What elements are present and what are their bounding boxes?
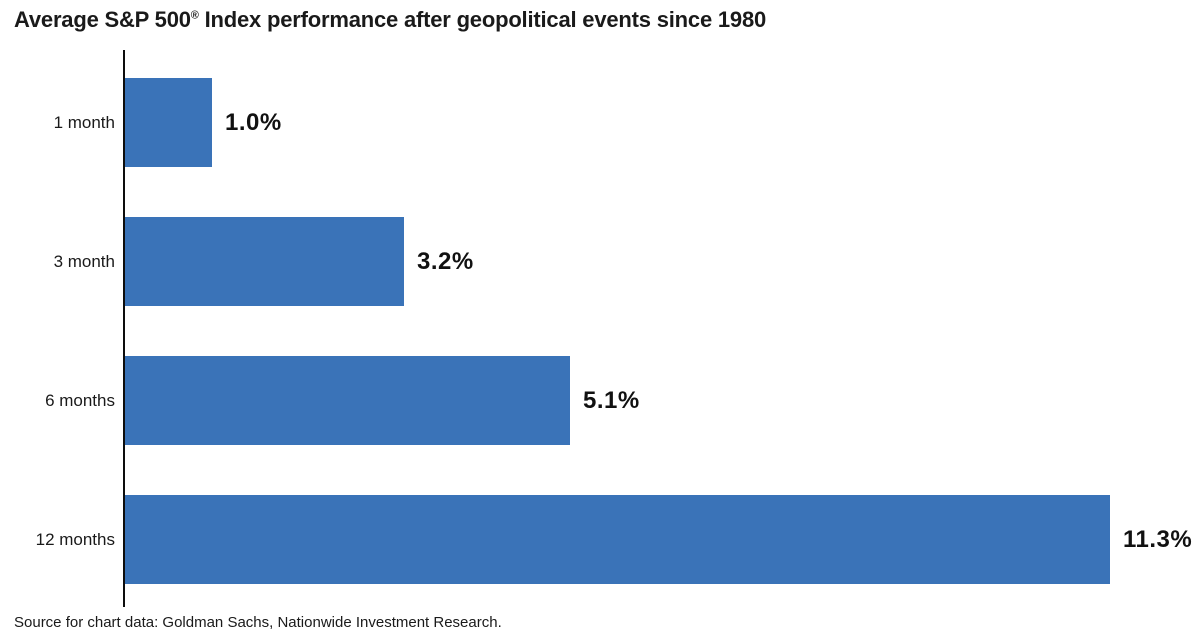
value-label-3-month: 3.2%	[417, 247, 474, 275]
chart-title-text-rest: Index performance after geopolitical eve…	[198, 7, 767, 32]
bar-3-month	[125, 217, 404, 306]
bar-row-3-month: 3 month 3.2%	[0, 192, 1200, 331]
bar-6-months	[125, 356, 570, 445]
bar-chart: 1 month 1.0% 3 month 3.2% 6 months 5.1% …	[0, 50, 1200, 607]
bar-12-months	[125, 495, 1110, 584]
bar-row-1-month: 1 month 1.0%	[0, 53, 1200, 192]
bar-rows: 1 month 1.0% 3 month 3.2% 6 months 5.1% …	[0, 53, 1200, 609]
registered-trademark-mark: ®	[190, 9, 199, 22]
category-label-1-month: 1 month	[53, 112, 115, 132]
value-label-1-month: 1.0%	[225, 108, 282, 136]
bar-row-6-months: 6 months 5.1%	[0, 331, 1200, 470]
chart-title-text: Average S&P 500	[14, 7, 191, 32]
bar-1-month	[125, 78, 212, 167]
chart-title: Average S&P 500® Index performance after…	[14, 7, 766, 33]
category-label-6-months: 6 months	[45, 390, 115, 410]
category-label-12-months: 12 months	[35, 529, 115, 549]
source-note: Source for chart data: Goldman Sachs, Na…	[14, 614, 502, 631]
category-label-3-month: 3 month	[53, 251, 115, 271]
bar-row-12-months: 12 months 11.3%	[0, 470, 1200, 609]
y-axis-line	[123, 50, 125, 607]
value-label-12-months: 11.3%	[1123, 525, 1193, 553]
value-label-6-months: 5.1%	[583, 386, 640, 414]
